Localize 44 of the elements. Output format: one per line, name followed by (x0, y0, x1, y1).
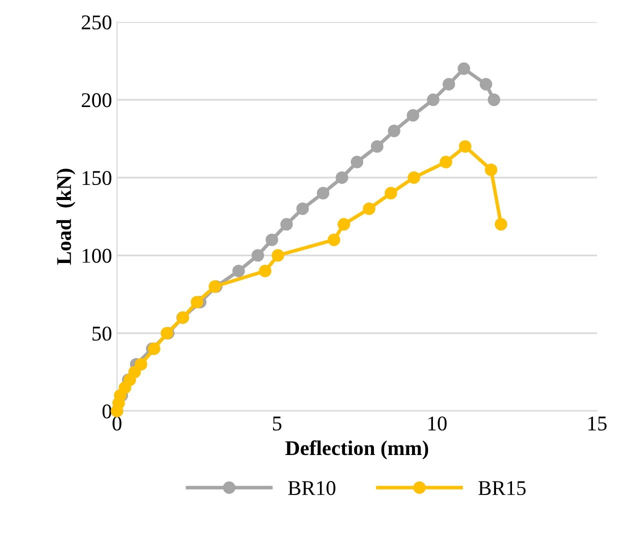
point (484, 164, 498, 176)
point (280, 218, 293, 231)
point (362, 202, 376, 215)
point (336, 171, 348, 184)
x-axis-title: Deflection (mm) (285, 440, 428, 460)
point (328, 234, 340, 246)
point (494, 218, 508, 231)
point (480, 78, 492, 90)
y-axis-title: Load (kN) (56, 168, 76, 265)
x-tick-label: 5 (273, 416, 282, 431)
y-tick-label: 50 (92, 326, 112, 341)
point (296, 202, 309, 215)
point (252, 249, 264, 262)
point (134, 358, 148, 371)
point (388, 124, 400, 138)
y-tick-label: 0 (102, 404, 112, 418)
point (316, 186, 330, 200)
point (440, 156, 452, 168)
x-tick-label: 15 (588, 416, 607, 431)
point (266, 234, 278, 246)
y-tick-label: 100 (82, 248, 112, 263)
point (338, 218, 350, 231)
legend-label: BR15 (478, 481, 526, 496)
point (190, 296, 204, 308)
point (258, 264, 272, 278)
y-tick-label: 200 (82, 93, 112, 108)
y-tick-label: 150 (82, 170, 112, 186)
point (384, 186, 398, 200)
x-tick-label: 0 (112, 416, 122, 431)
point (128, 366, 141, 378)
y-tick-label: 250 (82, 15, 112, 30)
point (406, 109, 420, 122)
legend-label: BR10 (288, 481, 336, 496)
point (272, 249, 284, 262)
point (442, 78, 456, 90)
point (458, 140, 472, 153)
point (488, 94, 500, 106)
point (408, 171, 420, 184)
point (232, 264, 245, 278)
point (370, 140, 384, 153)
x-tick-label: 10 (428, 416, 447, 431)
point (350, 156, 364, 168)
point (458, 62, 470, 75)
point (426, 94, 440, 106)
